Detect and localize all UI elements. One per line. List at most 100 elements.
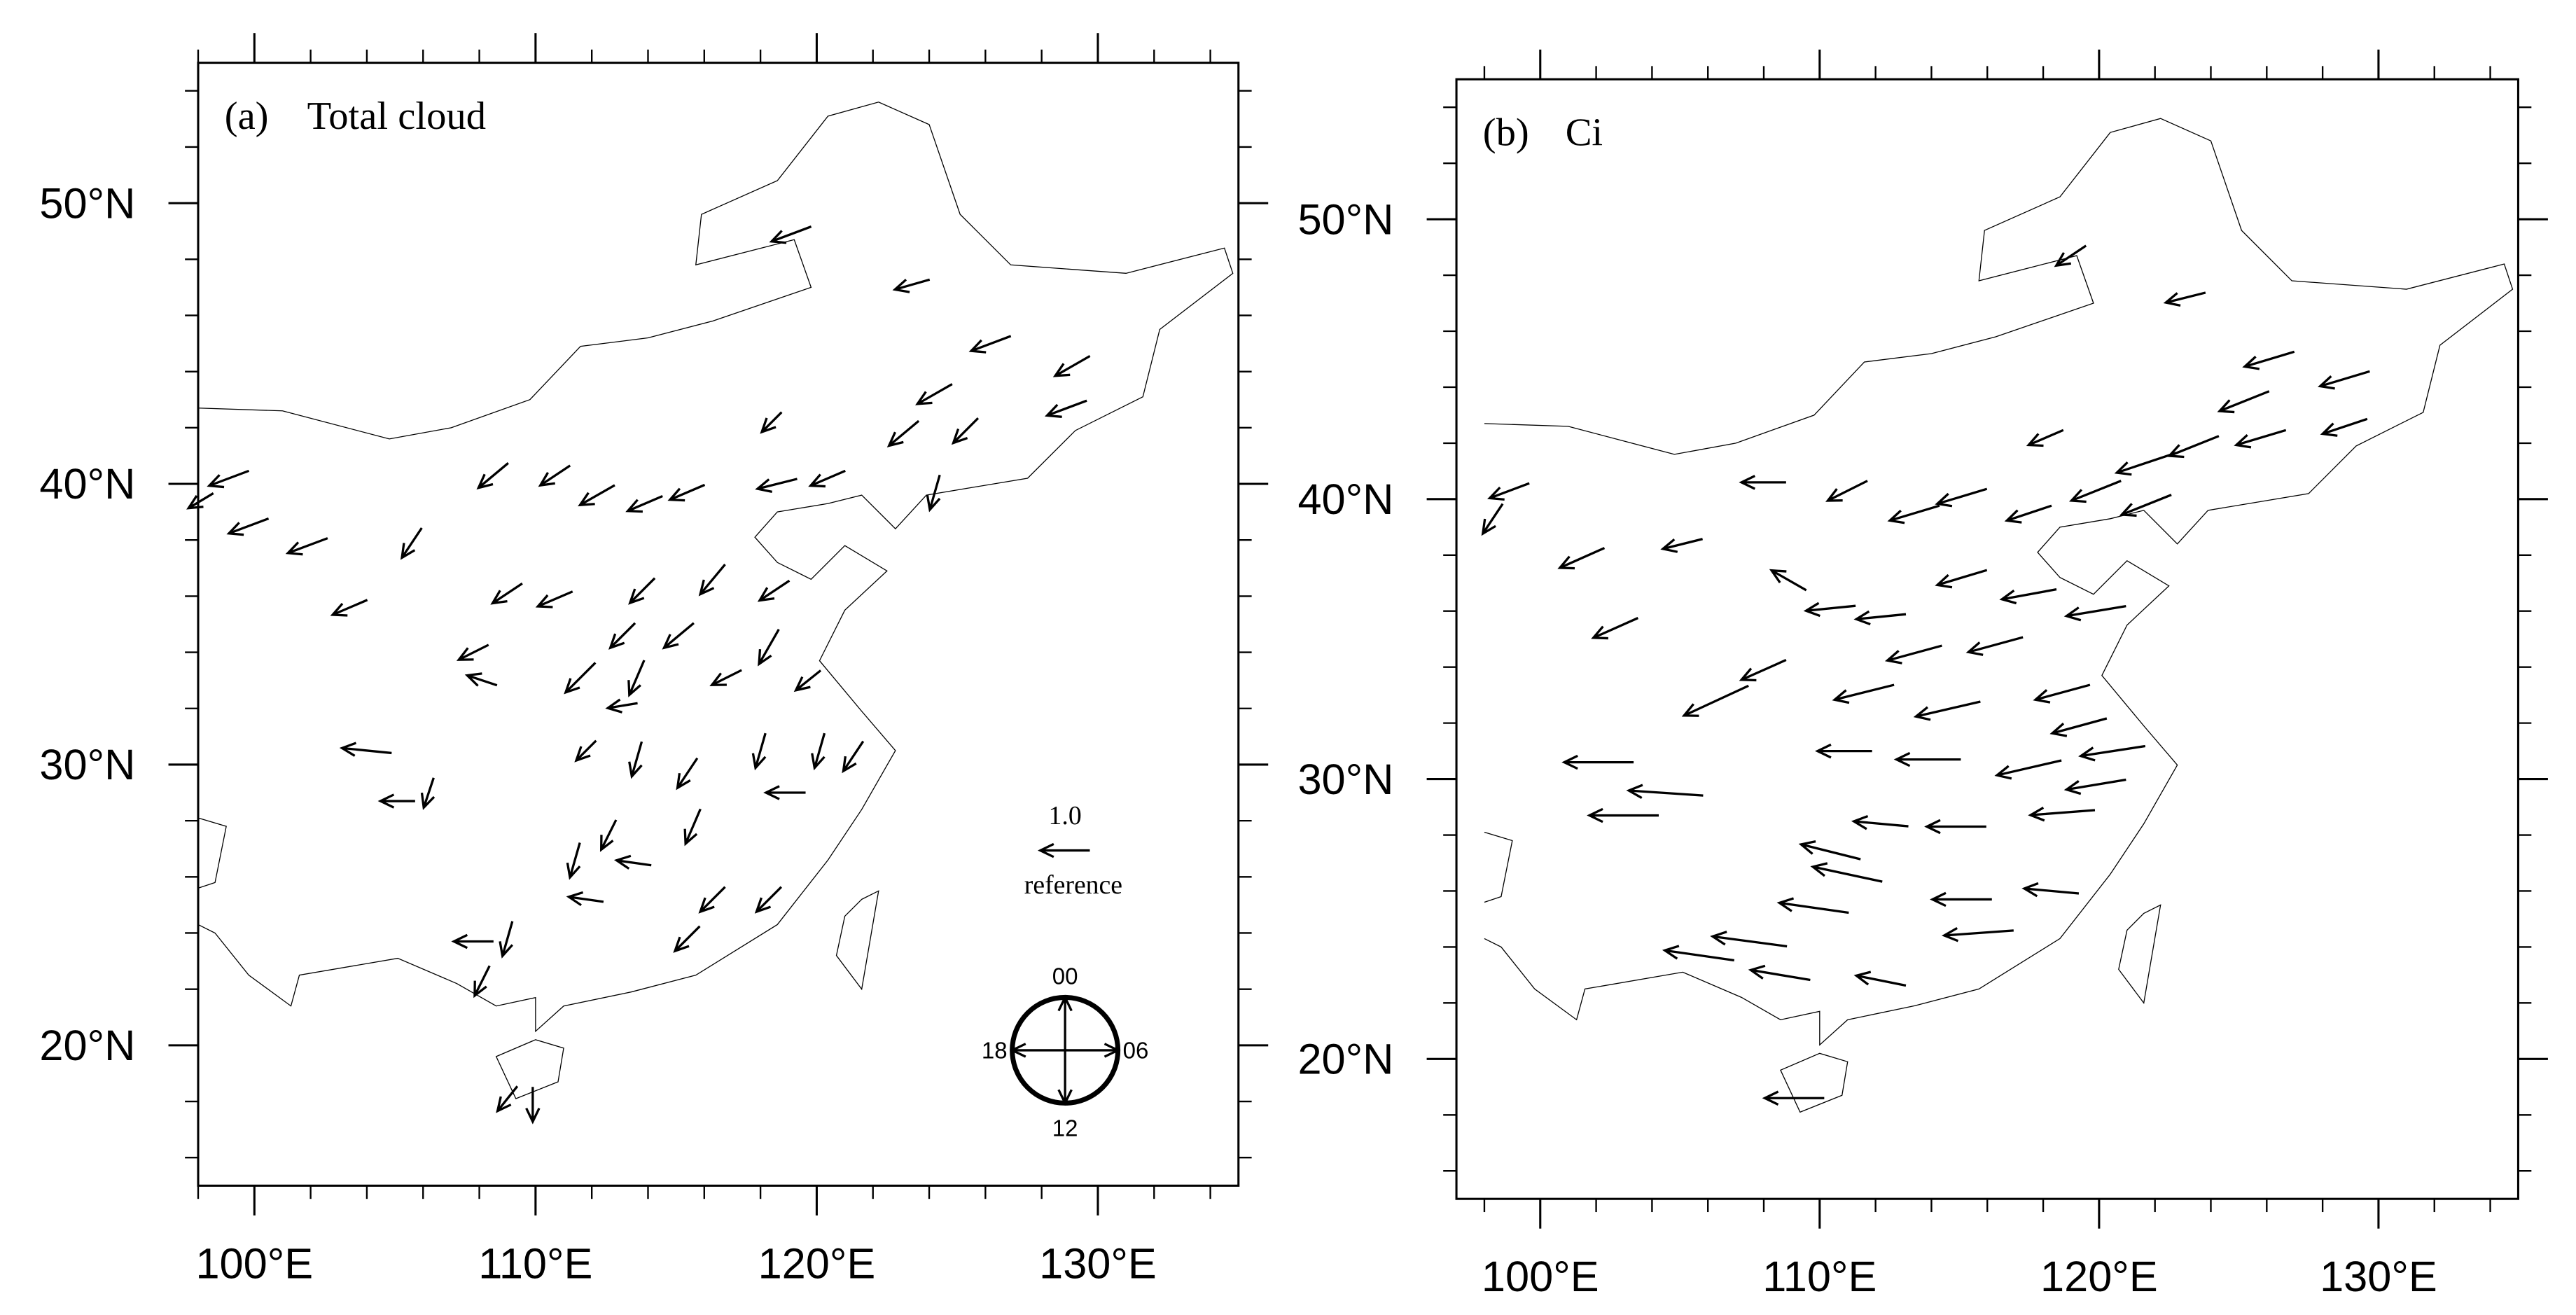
wind-vector — [1662, 945, 1734, 962]
wind-vector — [683, 808, 702, 847]
clock-arrow — [1057, 1050, 1073, 1106]
coastline — [1484, 118, 2513, 1112]
wind-vector — [400, 527, 423, 560]
panel-title: Ci — [1566, 111, 1603, 155]
y-tick-label: 30°N — [1297, 755, 1393, 803]
wind-vector — [2078, 744, 2146, 762]
wind-vector — [377, 793, 415, 809]
wind-vector — [566, 891, 604, 907]
wind-vector — [1810, 862, 1883, 883]
panel-label: (b) — [1483, 111, 1529, 155]
reference-vector — [1037, 842, 1090, 858]
wind-vector — [473, 965, 491, 999]
wind-vector — [1832, 683, 1895, 704]
wind-vector — [698, 564, 726, 597]
wind-vector — [1710, 931, 1788, 948]
wind-vector — [763, 785, 806, 800]
wind-vector — [628, 577, 656, 605]
wind-vector — [628, 741, 643, 779]
wind-vector — [2033, 683, 2091, 704]
wind-vector — [709, 669, 742, 686]
wind-vector — [751, 732, 767, 771]
wind-vector — [1853, 610, 1907, 626]
wind-vector — [754, 886, 783, 914]
wind-vector — [574, 739, 597, 763]
wind-vector — [1660, 538, 1703, 553]
x-tick-label: 100°E — [1482, 1252, 1599, 1300]
wind-vector — [662, 622, 695, 650]
wind-vector — [625, 494, 663, 513]
wind-vector — [1044, 399, 1087, 418]
x-tick-label: 100°E — [195, 1239, 313, 1287]
wind-vector — [578, 484, 615, 507]
wind-vector — [2026, 429, 2064, 447]
wind-vector — [755, 478, 798, 494]
wind-vector — [673, 925, 701, 953]
x-tick-label: 110°E — [1762, 1252, 1877, 1300]
clock-arrow — [1057, 994, 1073, 1050]
coastline-shape — [1484, 118, 2513, 1112]
wind-vector — [1825, 480, 1868, 502]
wind-vector — [1994, 759, 2062, 780]
wind-vector — [1748, 964, 1811, 982]
clock-arrow — [1009, 1043, 1066, 1058]
y-tick-label: 20°N — [39, 1021, 135, 1069]
coastline — [198, 102, 1233, 1099]
wind-vector — [285, 537, 328, 556]
x-tick-label: 130°E — [2320, 1252, 2437, 1300]
clock-label: 06 — [1123, 1038, 1149, 1064]
wind-vector — [1999, 588, 2057, 605]
wind-vector — [2063, 605, 2126, 622]
coastline-shape — [198, 102, 1233, 1099]
wind-vector — [769, 225, 812, 244]
wind-vector — [490, 582, 523, 605]
wind-vector — [464, 672, 498, 687]
wind-vector — [1762, 1090, 1825, 1106]
map-frame — [1455, 78, 2519, 1200]
wind-vector — [186, 492, 214, 510]
wind-vector — [1769, 569, 1807, 592]
map-panel: 100°E 110°E 120°E 130°E 20°N 30°N 40°N 50°N (b) C… — [1297, 49, 2548, 1300]
wind-vector — [2068, 480, 2122, 503]
wind-vector — [758, 628, 780, 667]
y-tick-label: 40°N — [1297, 475, 1393, 523]
wind-vector — [886, 419, 920, 447]
wind-vector — [1591, 617, 1639, 640]
wind-vector — [1941, 926, 2014, 942]
wind-vector — [451, 933, 494, 949]
panel-label: (a) — [225, 95, 269, 138]
wind-vector — [808, 469, 846, 488]
clock-arrow — [1065, 1043, 1121, 1058]
wind-vector — [2217, 390, 2270, 414]
wind-vector — [1798, 840, 1861, 861]
wind-vector — [926, 474, 941, 513]
y-tick-label: 30°N — [39, 740, 135, 788]
wind-vector — [667, 483, 706, 502]
wind-vector — [496, 1085, 519, 1113]
wind-vector — [1481, 503, 1504, 536]
wind-vector — [2242, 350, 2295, 370]
wind-vector — [760, 411, 783, 434]
map-panel: 100°E 110°E 120°E 130°E 20°N 30°N 40°N 50°N (a) T… — [39, 33, 1269, 1287]
wind-vector — [2054, 244, 2087, 267]
reference-label: reference — [1024, 870, 1122, 900]
wind-vector — [608, 622, 636, 650]
wind-vector — [2004, 504, 2052, 524]
wind-vector — [1935, 569, 1988, 589]
wind-vector — [1935, 487, 1988, 508]
wind-vector — [2320, 417, 2368, 437]
wind-vector — [1561, 754, 1634, 770]
wind-vector — [2119, 494, 2172, 517]
x-tick-label: 120°E — [758, 1239, 876, 1287]
wind-vector — [525, 1087, 541, 1125]
clock-label: 12 — [1052, 1115, 1078, 1141]
wind-vector — [2163, 291, 2206, 307]
wind-vector — [564, 662, 597, 695]
wind-vector — [1851, 814, 1909, 830]
y-tick-label: 40°N — [39, 459, 135, 508]
wind-vector — [207, 469, 250, 489]
wind-vector — [605, 698, 638, 714]
wind-vector — [535, 590, 573, 608]
wind-vector — [1924, 819, 1986, 835]
